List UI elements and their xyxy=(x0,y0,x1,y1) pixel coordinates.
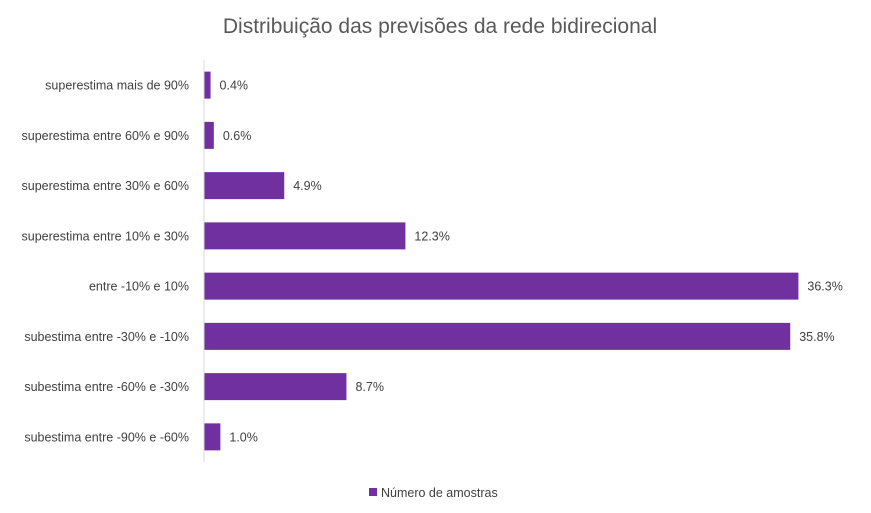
bar-7 xyxy=(204,423,221,451)
value-label-3: 12.3% xyxy=(414,229,449,243)
category-label-7: subestima entre -90% e -60% xyxy=(24,430,189,444)
value-labels: 0.4% 0.6% 4.9% 12.3% 36.3% 35.8% 8.7% 1.0% xyxy=(220,79,843,445)
category-label-3: superestima entre 10% e 30% xyxy=(22,229,189,243)
value-label-0: 0.4% xyxy=(220,79,249,93)
category-label-6: subestima entre -60% e -30% xyxy=(24,380,189,394)
bar-6 xyxy=(204,373,347,401)
bar-1 xyxy=(204,121,214,149)
value-label-7: 1.0% xyxy=(229,430,258,444)
value-label-1: 0.6% xyxy=(223,129,252,143)
category-label-2: superestima entre 30% e 60% xyxy=(22,179,189,193)
category-labels: superestima mais de 90% superestima entre… xyxy=(22,79,189,445)
legend-swatch xyxy=(369,488,377,496)
category-label-4: entre -10% e 10% xyxy=(89,280,189,294)
bar-5 xyxy=(204,322,791,350)
legend-label: Número de amostras xyxy=(381,486,498,500)
value-label-5: 35.8% xyxy=(799,330,834,344)
value-label-2: 4.9% xyxy=(293,179,322,193)
value-label-6: 8.7% xyxy=(355,380,384,394)
category-label-5: subestima entre -30% e -10% xyxy=(24,330,189,344)
value-label-4: 36.3% xyxy=(807,280,842,294)
bar-2 xyxy=(204,172,285,200)
bar-3 xyxy=(204,222,406,250)
category-label-1: superestima entre 60% e 90% xyxy=(22,129,189,143)
bars-group xyxy=(204,71,799,451)
category-label-0: superestima mais de 90% xyxy=(45,79,189,93)
legend: Número de amostras xyxy=(369,486,498,500)
chart-title: Distribuição das previsões da rede bidir… xyxy=(223,15,657,38)
bar-4 xyxy=(204,272,799,300)
bar-0 xyxy=(204,71,211,99)
